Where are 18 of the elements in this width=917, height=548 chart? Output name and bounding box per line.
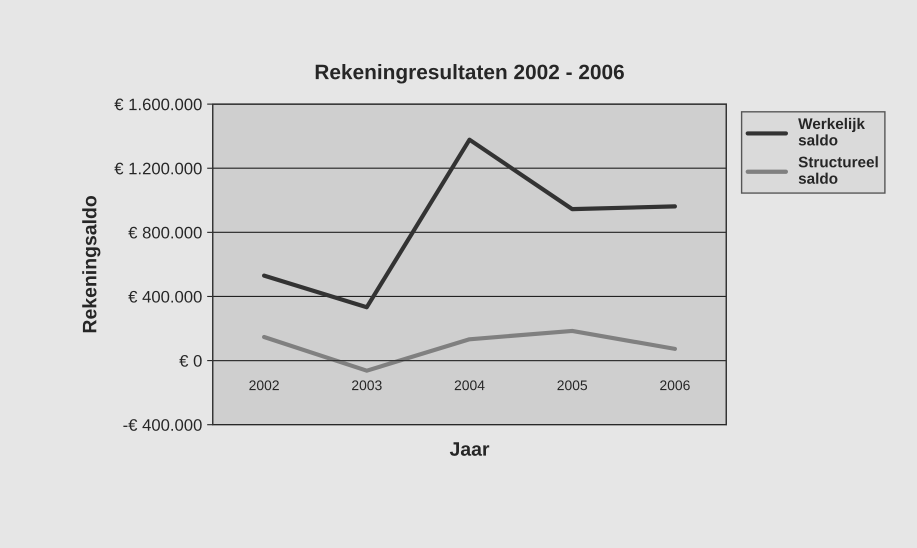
legend-label: Werkelijk saldo xyxy=(798,118,865,146)
x-tick-label: 2003 xyxy=(352,380,382,390)
y-tick-label: € 0 xyxy=(179,354,202,367)
x-tick-label: 2002 xyxy=(249,380,279,390)
y-tick-label: € 800.000 xyxy=(128,226,202,239)
x-axis-title: Jaar xyxy=(450,442,490,456)
x-tick-label: 2004 xyxy=(454,380,485,390)
legend-label: Structureel saldo xyxy=(798,156,878,184)
y-tick-label: € 1.200.000 xyxy=(114,162,202,174)
y-tick-label: -€ 400.000 xyxy=(123,419,202,431)
line-series xyxy=(262,138,677,310)
y-tick-label: € 1.600.000 xyxy=(114,98,202,110)
y-tick-label: € 400.000 xyxy=(128,290,202,303)
y-axis-title: Rekeningsaldo xyxy=(82,196,100,332)
chart-title: Rekeningresultaten 2002 - 2006 xyxy=(316,64,624,84)
x-tick-label: 2005 xyxy=(557,380,588,390)
line-series xyxy=(262,328,677,373)
x-tick-label: 2006 xyxy=(660,380,690,390)
